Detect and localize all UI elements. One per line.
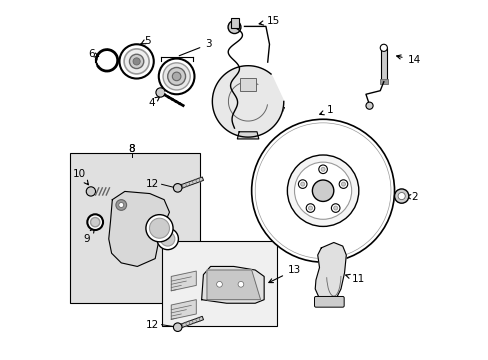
Text: 13: 13	[268, 265, 301, 283]
Polygon shape	[206, 270, 260, 300]
Circle shape	[397, 193, 405, 200]
Circle shape	[124, 49, 149, 74]
Circle shape	[287, 155, 358, 226]
Circle shape	[157, 228, 178, 249]
Circle shape	[308, 206, 312, 210]
Circle shape	[312, 180, 333, 202]
Polygon shape	[212, 66, 283, 137]
Circle shape	[173, 323, 182, 332]
Text: 6: 6	[88, 49, 99, 59]
Text: 7: 7	[271, 108, 284, 121]
Text: 4: 4	[148, 96, 160, 108]
Bar	[230, 18, 238, 28]
Circle shape	[145, 215, 173, 242]
Text: 14: 14	[396, 55, 420, 65]
Circle shape	[321, 167, 325, 171]
Circle shape	[333, 206, 337, 210]
Circle shape	[156, 88, 165, 97]
Circle shape	[300, 182, 304, 186]
Circle shape	[159, 59, 194, 94]
Circle shape	[298, 180, 306, 188]
Circle shape	[86, 187, 95, 196]
Circle shape	[133, 58, 140, 65]
Polygon shape	[177, 177, 203, 189]
Bar	[162, 241, 276, 327]
Text: 15: 15	[259, 16, 279, 26]
Polygon shape	[315, 243, 346, 303]
Polygon shape	[201, 266, 264, 303]
Text: 8: 8	[128, 144, 135, 154]
FancyBboxPatch shape	[240, 78, 255, 91]
Circle shape	[87, 214, 103, 230]
Circle shape	[227, 21, 241, 33]
Text: 2: 2	[405, 192, 417, 202]
Text: 5: 5	[141, 36, 150, 46]
Circle shape	[160, 232, 175, 246]
Circle shape	[251, 119, 394, 262]
Polygon shape	[237, 132, 258, 139]
Polygon shape	[108, 192, 169, 266]
Polygon shape	[171, 300, 196, 319]
Circle shape	[318, 165, 326, 174]
Circle shape	[380, 44, 386, 51]
Bar	[70, 153, 200, 303]
Text: 12: 12	[146, 320, 159, 330]
FancyBboxPatch shape	[314, 296, 344, 307]
Circle shape	[173, 184, 182, 192]
Text: 3: 3	[179, 39, 211, 56]
Circle shape	[149, 218, 169, 238]
Bar	[380, 48, 386, 82]
Circle shape	[216, 282, 222, 287]
Text: 1: 1	[319, 105, 333, 115]
Circle shape	[365, 102, 372, 109]
Circle shape	[172, 72, 181, 81]
Circle shape	[394, 189, 408, 203]
Circle shape	[305, 204, 314, 212]
Circle shape	[238, 282, 244, 287]
Circle shape	[331, 204, 339, 212]
Circle shape	[129, 54, 143, 68]
Circle shape	[163, 63, 190, 90]
Circle shape	[119, 203, 123, 207]
Circle shape	[294, 162, 351, 219]
Text: 8: 8	[128, 144, 135, 154]
Circle shape	[167, 67, 185, 85]
Text: 10: 10	[73, 168, 88, 185]
Text: 9: 9	[83, 229, 94, 244]
Circle shape	[116, 200, 126, 210]
Circle shape	[339, 180, 347, 188]
Polygon shape	[177, 316, 203, 329]
Circle shape	[341, 182, 345, 186]
Text: 12: 12	[146, 179, 159, 189]
Bar	[379, 79, 387, 84]
Polygon shape	[171, 271, 196, 291]
Circle shape	[90, 217, 100, 227]
Text: 11: 11	[345, 274, 365, 284]
Circle shape	[119, 44, 153, 78]
